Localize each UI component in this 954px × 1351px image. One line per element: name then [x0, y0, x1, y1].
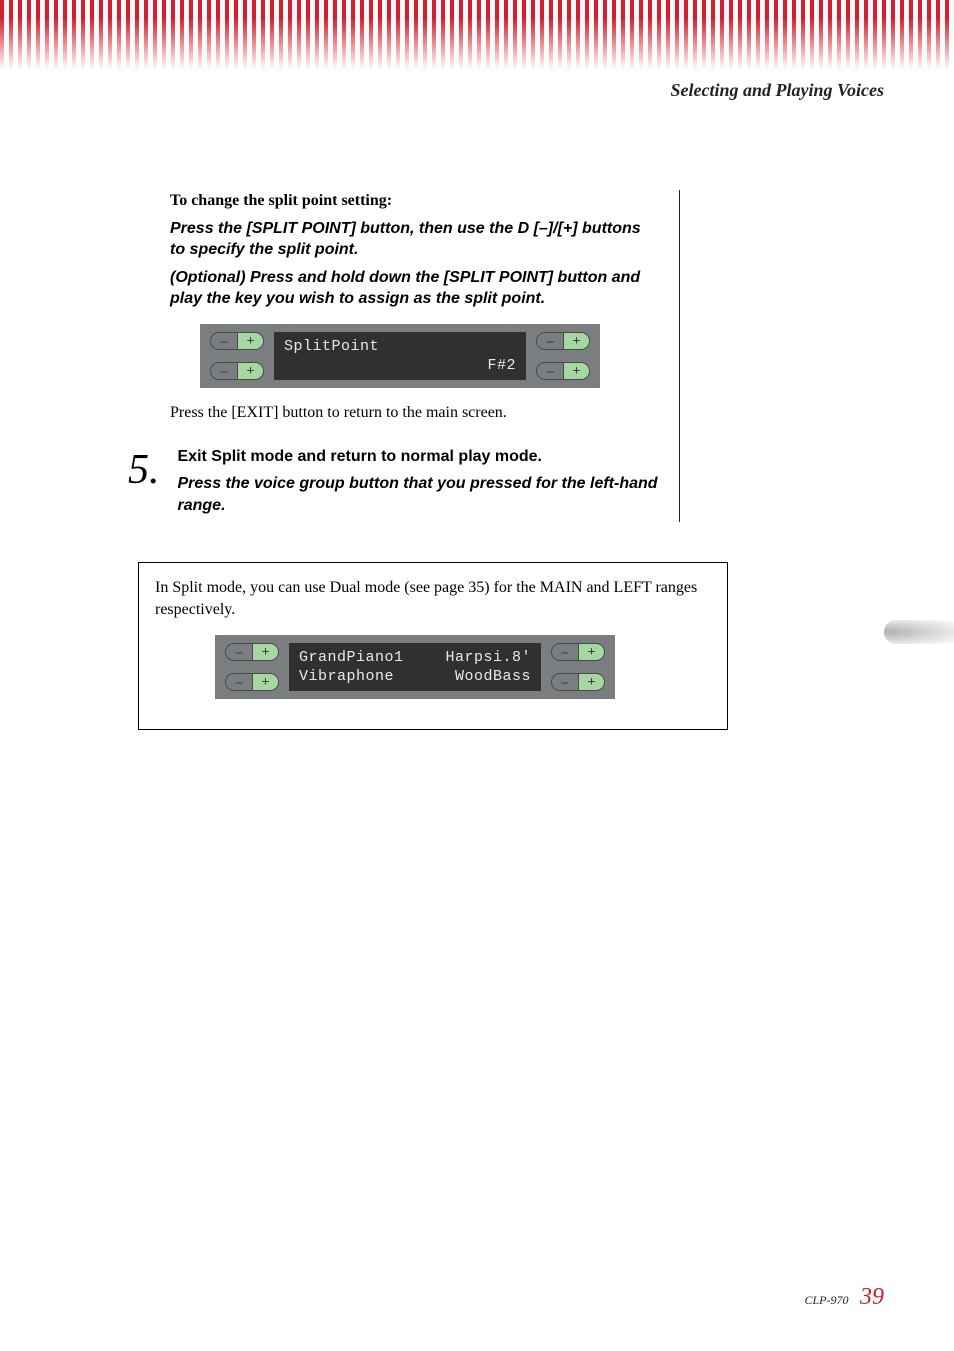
plus-icon: + — [578, 644, 604, 661]
page-edge-tab — [884, 620, 954, 644]
minus-icon: – — [211, 333, 237, 350]
lcd-button-b2[interactable]: –+ — [225, 673, 279, 691]
lcd-button-a2[interactable]: –+ — [225, 643, 279, 661]
lcd2-line1-right: Harpsi.8' — [445, 649, 531, 666]
lcd-button-d[interactable]: –+ — [536, 362, 590, 380]
section-header: Selecting and Playing Voices — [671, 80, 885, 101]
step-5: 5. Exit Split mode and return to normal … — [170, 446, 659, 523]
lcd-button-c[interactable]: –+ — [536, 332, 590, 350]
split-point-instruction-1: Press the [SPLIT POINT] button, then use… — [170, 218, 659, 261]
note-box: In Split mode, you can use Dual mode (se… — [138, 562, 728, 729]
step5-heading: Exit Split mode and return to normal pla… — [178, 446, 660, 468]
split-point-section: To change the split point setting: Press… — [170, 190, 680, 522]
plus-icon: + — [237, 333, 263, 350]
lcd-button-c2[interactable]: –+ — [551, 643, 605, 661]
step5-body: Press the voice group button that you pr… — [178, 473, 660, 516]
minus-icon: – — [552, 674, 578, 691]
plus-icon: + — [578, 674, 604, 691]
minus-icon: – — [211, 363, 237, 380]
split-point-instruction-2: (Optional) Press and hold down the [SPLI… — [170, 267, 659, 310]
split-point-intro: To change the split point setting: — [170, 190, 659, 212]
minus-icon: – — [226, 644, 252, 661]
plus-icon: + — [563, 363, 589, 380]
main-content: To change the split point setting: Press… — [170, 190, 680, 730]
lcd2-line2-right: WoodBass — [455, 668, 531, 685]
plus-icon: + — [237, 363, 263, 380]
lcd-button-a[interactable]: –+ — [210, 332, 264, 350]
lcd-left-buttons: –+ –+ — [210, 332, 264, 380]
footer-page-number: 39 — [860, 1284, 884, 1310]
split-point-after: Press the [EXIT] button to return to the… — [170, 402, 659, 424]
lcd2-line1-left: GrandPiano1 — [299, 649, 404, 666]
lcd2-line2-left: Vibraphone — [299, 668, 394, 685]
lcd-splitpoint: –+ –+ SplitPoint F#2 –+ –+ — [200, 324, 659, 388]
footer-model: CLP-970 — [804, 1293, 848, 1307]
step-number: 5. — [128, 446, 160, 494]
plus-icon: + — [252, 644, 278, 661]
minus-icon: – — [552, 644, 578, 661]
lcd-right-buttons: –+ –+ — [536, 332, 590, 380]
lcd-screen: SplitPoint F#2 — [274, 332, 526, 380]
lcd-panel-2: –+ –+ GrandPiano1Harpsi.8' VibraphoneWoo… — [215, 635, 615, 699]
lcd2-right-buttons: –+ –+ — [551, 643, 605, 691]
minus-icon: – — [537, 363, 563, 380]
plus-icon: + — [252, 674, 278, 691]
lcd2-left-buttons: –+ –+ — [225, 643, 279, 691]
plus-icon: + — [563, 333, 589, 350]
note-text: In Split mode, you can use Dual mode (se… — [155, 577, 711, 620]
page-footer: CLP-970 39 — [804, 1284, 884, 1311]
minus-icon: – — [537, 333, 563, 350]
lcd-line1-left: SplitPoint — [284, 338, 379, 355]
lcd-dualmode: –+ –+ GrandPiano1Harpsi.8' VibraphoneWoo… — [215, 635, 711, 699]
top-stripe-decoration — [0, 0, 954, 70]
lcd-line2-right: F#2 — [487, 357, 516, 374]
lcd-panel: –+ –+ SplitPoint F#2 –+ –+ — [200, 324, 600, 388]
lcd-screen-2: GrandPiano1 Harpsi.8' Vibraphone WoodBass — [289, 643, 541, 691]
lcd-button-d2[interactable]: –+ — [551, 673, 605, 691]
lcd-button-b[interactable]: –+ — [210, 362, 264, 380]
minus-icon: – — [226, 674, 252, 691]
